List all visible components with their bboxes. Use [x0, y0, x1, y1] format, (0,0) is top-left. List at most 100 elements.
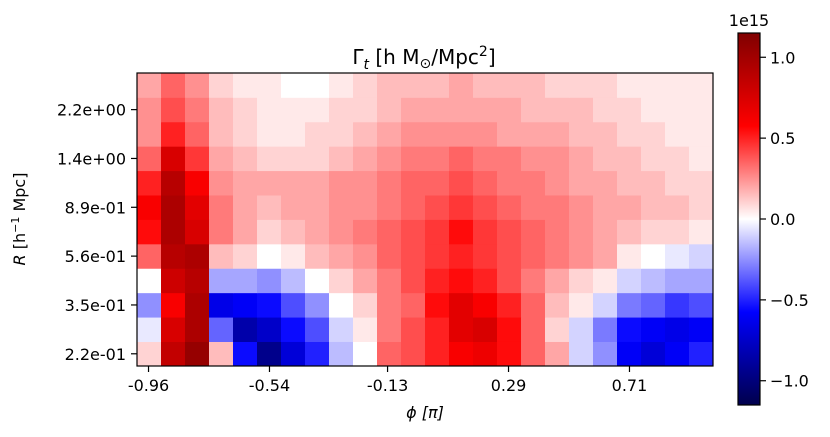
colorbar-ticks: −1.0 −0.5 0.0 0.5 1.0 — [760, 48, 809, 391]
heatmap-cell — [425, 170, 450, 196]
heatmap-cell — [209, 219, 234, 245]
heatmap-cell — [521, 195, 546, 220]
heatmap-cell — [281, 292, 306, 318]
heatmap-cell — [521, 317, 546, 342]
heatmap-cell — [401, 243, 426, 269]
heatmap-cell — [233, 146, 258, 172]
heatmap-cell — [209, 97, 234, 123]
heatmap-cell — [233, 170, 258, 196]
heatmap-cell — [593, 170, 618, 196]
heatmap-cell — [641, 219, 666, 245]
heatmap-cell — [425, 121, 450, 147]
heatmap-cell — [281, 317, 306, 342]
y-axis-label-units: [h — [10, 233, 29, 254]
heatmap-cell — [137, 292, 162, 318]
heatmap-cell — [617, 97, 642, 123]
y-tick-label: 3.5e-01 — [65, 296, 126, 315]
heatmap-cell — [473, 170, 498, 196]
heatmap-cell — [281, 219, 306, 245]
heatmap-cell — [617, 170, 642, 196]
heatmap-cell — [281, 341, 306, 367]
heatmap-cell — [593, 219, 618, 245]
heatmap-cell — [449, 97, 474, 123]
heatmap-cell — [137, 341, 162, 367]
heatmap-cell — [497, 97, 522, 123]
heatmap-cell — [497, 243, 522, 269]
heatmap-cell — [257, 243, 282, 269]
heatmap-cell — [377, 195, 402, 220]
heatmap-cell — [377, 219, 402, 245]
heatmap-cell — [329, 195, 354, 220]
heatmap-cell — [329, 121, 354, 147]
heatmap-cell — [137, 146, 162, 172]
heatmap-cell — [497, 121, 522, 147]
heatmap-cell — [257, 292, 282, 318]
heatmap-cell — [425, 146, 450, 172]
heatmap-cell — [665, 121, 690, 147]
heatmap-cell — [689, 170, 714, 196]
heatmap-cell — [161, 317, 186, 342]
heatmap-cell — [233, 219, 258, 245]
heatmap-cell — [473, 317, 498, 342]
heatmap-cell — [353, 97, 378, 123]
colorbar-tick-label: 1.0 — [770, 48, 795, 67]
heatmap-cell — [545, 292, 570, 318]
heatmap-cell — [425, 268, 450, 294]
heatmap-cell — [449, 121, 474, 147]
heatmap-cell — [689, 243, 714, 269]
heatmap-cell — [521, 219, 546, 245]
colorbar-tick-label: −1.0 — [770, 372, 809, 391]
heatmap-cell — [569, 73, 594, 98]
heatmap-cell — [569, 121, 594, 147]
x-axis-label: ϕ [π] — [406, 403, 444, 422]
heatmap-cell — [353, 268, 378, 294]
heatmap-cell — [593, 341, 618, 367]
heatmap-cell — [593, 317, 618, 342]
heatmap-cell — [329, 97, 354, 123]
heatmap-cell — [497, 219, 522, 245]
heatmap-cell — [617, 317, 642, 342]
heatmap-cell — [473, 292, 498, 318]
heatmap-cell — [521, 243, 546, 269]
heatmap-cell — [449, 195, 474, 220]
heatmap-cell — [665, 73, 690, 98]
heatmap-cell — [473, 73, 498, 98]
heatmap-cell — [209, 292, 234, 318]
heatmap-cell — [401, 341, 426, 367]
heatmap-cell — [305, 292, 330, 318]
heatmap-cell — [689, 195, 714, 220]
x-tick-label: -0.54 — [249, 376, 290, 395]
heatmap-cell — [257, 121, 282, 147]
heatmap-cell — [185, 121, 210, 147]
heatmap-cell — [161, 146, 186, 172]
heatmap-cell — [209, 195, 234, 220]
heatmap-cell — [137, 97, 162, 123]
heatmap-cell — [665, 219, 690, 245]
heatmap-cell — [425, 317, 450, 342]
y-axis-label: R [h−1 Mpc] — [9, 173, 29, 266]
heatmap-cell — [521, 73, 546, 98]
heatmap-cell — [185, 195, 210, 220]
heatmap-cell — [161, 170, 186, 196]
heatmap-cell — [545, 146, 570, 172]
heatmap-cell — [281, 243, 306, 269]
heatmap-cell — [329, 317, 354, 342]
heatmap-cell — [233, 243, 258, 269]
heatmap-cell — [305, 195, 330, 220]
heatmap-cell — [425, 292, 450, 318]
heatmap-cell — [617, 341, 642, 367]
heatmap-cell — [473, 121, 498, 147]
heatmap-cell — [257, 195, 282, 220]
heatmap-cell — [209, 268, 234, 294]
y-axis-label-units-end: Mpc] — [10, 173, 29, 217]
heatmap-cell — [281, 268, 306, 294]
heatmap-cell — [473, 195, 498, 220]
heatmap-cell — [185, 268, 210, 294]
heatmap-cell — [257, 170, 282, 196]
y-tick-label: 5.6e-01 — [65, 247, 126, 266]
heatmap-cell — [281, 195, 306, 220]
heatmap-cells — [137, 73, 714, 367]
heatmap-cell — [449, 219, 474, 245]
heatmap-cell — [377, 73, 402, 98]
heatmap-cell — [593, 268, 618, 294]
